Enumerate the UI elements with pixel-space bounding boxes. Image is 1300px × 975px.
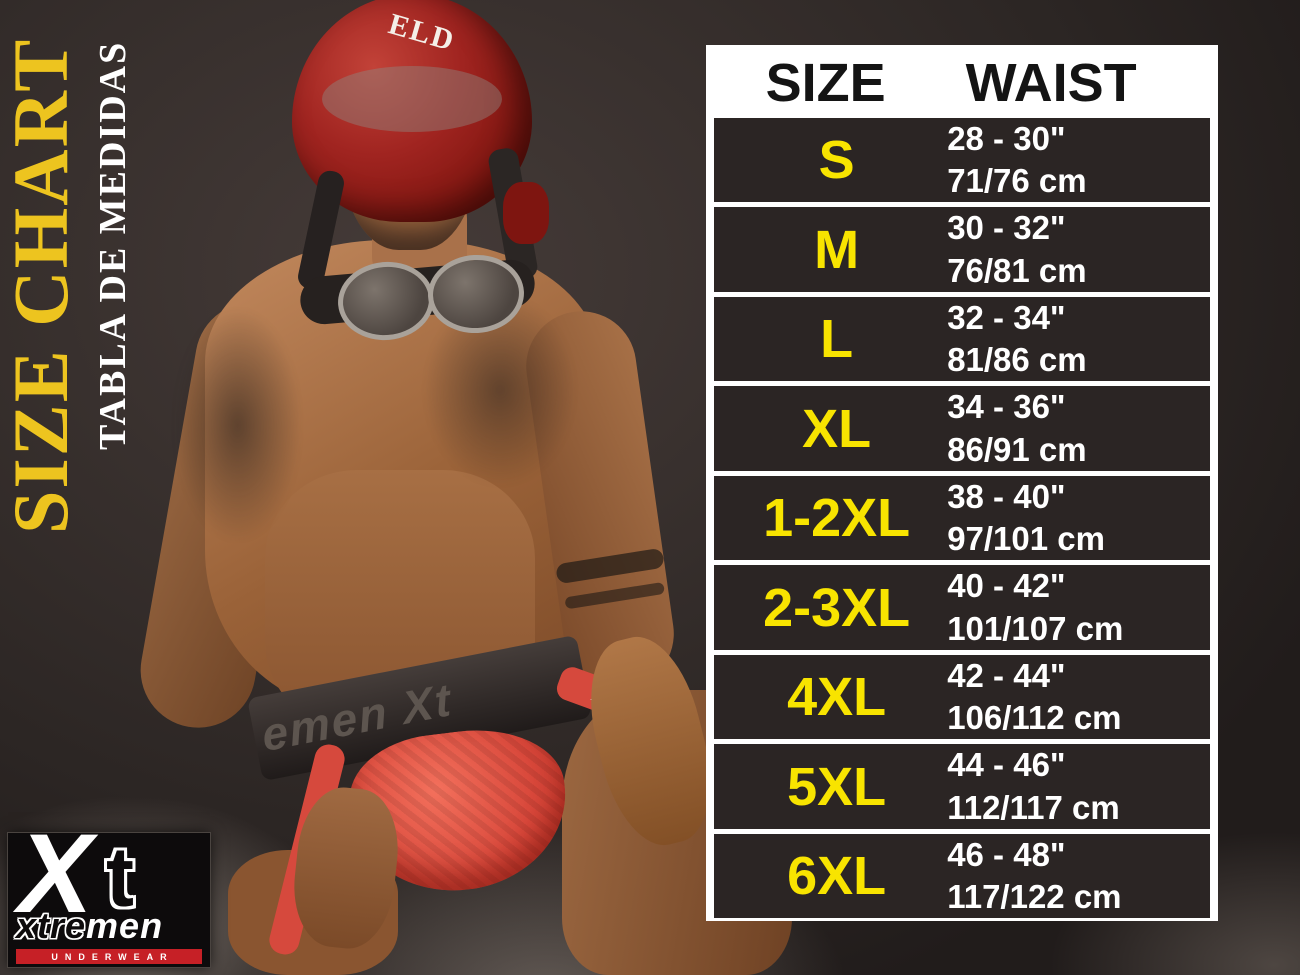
waist-inches: 46 - 48" [947,835,1066,873]
size-table: SIZE WAIST S 28 - 30" 71/76 cm M 30 - 32… [706,45,1218,921]
waist-inches: 44 - 46" [947,746,1066,784]
waist-cell: 42 - 44" 106/112 cm [937,655,1210,739]
size-cell: 6XL [787,845,887,906]
size-row: L 32 - 34" 81/86 cm [714,296,1210,382]
waist-cm: 101/107 cm [947,609,1124,647]
logo-t-letter: t [106,830,134,924]
size-cell: S [818,130,855,191]
waist-inches: 40 - 42" [947,567,1066,605]
size-table-header: SIZE WAIST [714,53,1210,113]
column-header-waist: WAIST [965,53,1137,113]
size-row: 5XL 44 - 46" 112/117 cm [714,744,1210,829]
xtremen-logo: X t xtremen UNDERWEAR [8,811,210,967]
helmet-liner [322,66,502,132]
size-cell: 2-3XL [763,577,911,638]
logo-underwear-bar: UNDERWEAR [16,949,202,964]
size-cell: XL [802,398,872,459]
size-cell: 4XL [787,667,887,728]
waist-cell: 34 - 36" 86/91 cm [937,386,1210,470]
logo-x-letter: X [18,811,93,936]
waist-cell: 30 - 32" 76/81 cm [937,207,1210,291]
waist-inches: 28 - 30" [947,120,1066,157]
helmet-ear-cup [503,182,549,244]
waist-cm: 112/117 cm [947,788,1120,826]
logo-brand-solid-part: men [86,905,164,946]
logo-brand-outline-part: xtre [16,905,87,946]
waist-cm: 86/91 cm [947,430,1087,468]
waist-cell: 44 - 46" 112/117 cm [937,744,1210,828]
size-row: 4XL 42 - 44" 106/112 cm [714,654,1210,740]
arm-tattoo [175,310,300,540]
size-row: 1-2XL 38 - 40" 97/101 cm [714,475,1210,561]
waist-cell: 46 - 48" 117/122 cm [937,834,1210,918]
waist-cm: 81/86 cm [947,341,1087,379]
size-row: M 30 - 32" 76/81 cm [714,207,1210,292]
column-header-size: SIZE [765,53,886,113]
size-cell: 5XL [787,756,887,817]
waist-cell: 38 - 40" 97/101 cm [937,476,1210,560]
waist-cell: 28 - 30" 71/76 cm [937,118,1210,202]
waist-cm: 117/122 cm [947,877,1122,915]
waist-cm: 71/76 cm [947,162,1087,200]
size-cell: 1-2XL [763,488,911,549]
waist-inches: 38 - 40" [947,477,1066,515]
page-subtitle: TABLA DE MEDIDAS [92,40,134,450]
waist-cm: 97/101 cm [947,520,1105,558]
size-cell: L [820,309,854,370]
waist-cm: 106/112 cm [947,699,1122,737]
waist-cell: 40 - 42" 101/107 cm [937,565,1210,649]
logo-brand-name: xtremen [16,905,163,947]
waist-inches: 42 - 44" [947,656,1066,694]
size-row: XL 34 - 36" 86/91 cm [714,386,1210,471]
size-row: S 28 - 30" 71/76 cm [714,118,1210,203]
waist-inches: 32 - 34" [947,298,1066,336]
page-title: SIZE CHART [0,37,84,534]
size-row: 2-3XL 40 - 42" 101/107 cm [714,565,1210,650]
waist-inches: 30 - 32" [947,209,1066,247]
waist-cell: 32 - 34" 81/86 cm [937,297,1210,381]
waist-inches: 34 - 36" [947,388,1066,426]
waist-cm: 76/81 cm [947,251,1087,289]
size-row: 6XL 46 - 48" 117/122 cm [714,833,1210,919]
size-cell: M [814,219,860,280]
